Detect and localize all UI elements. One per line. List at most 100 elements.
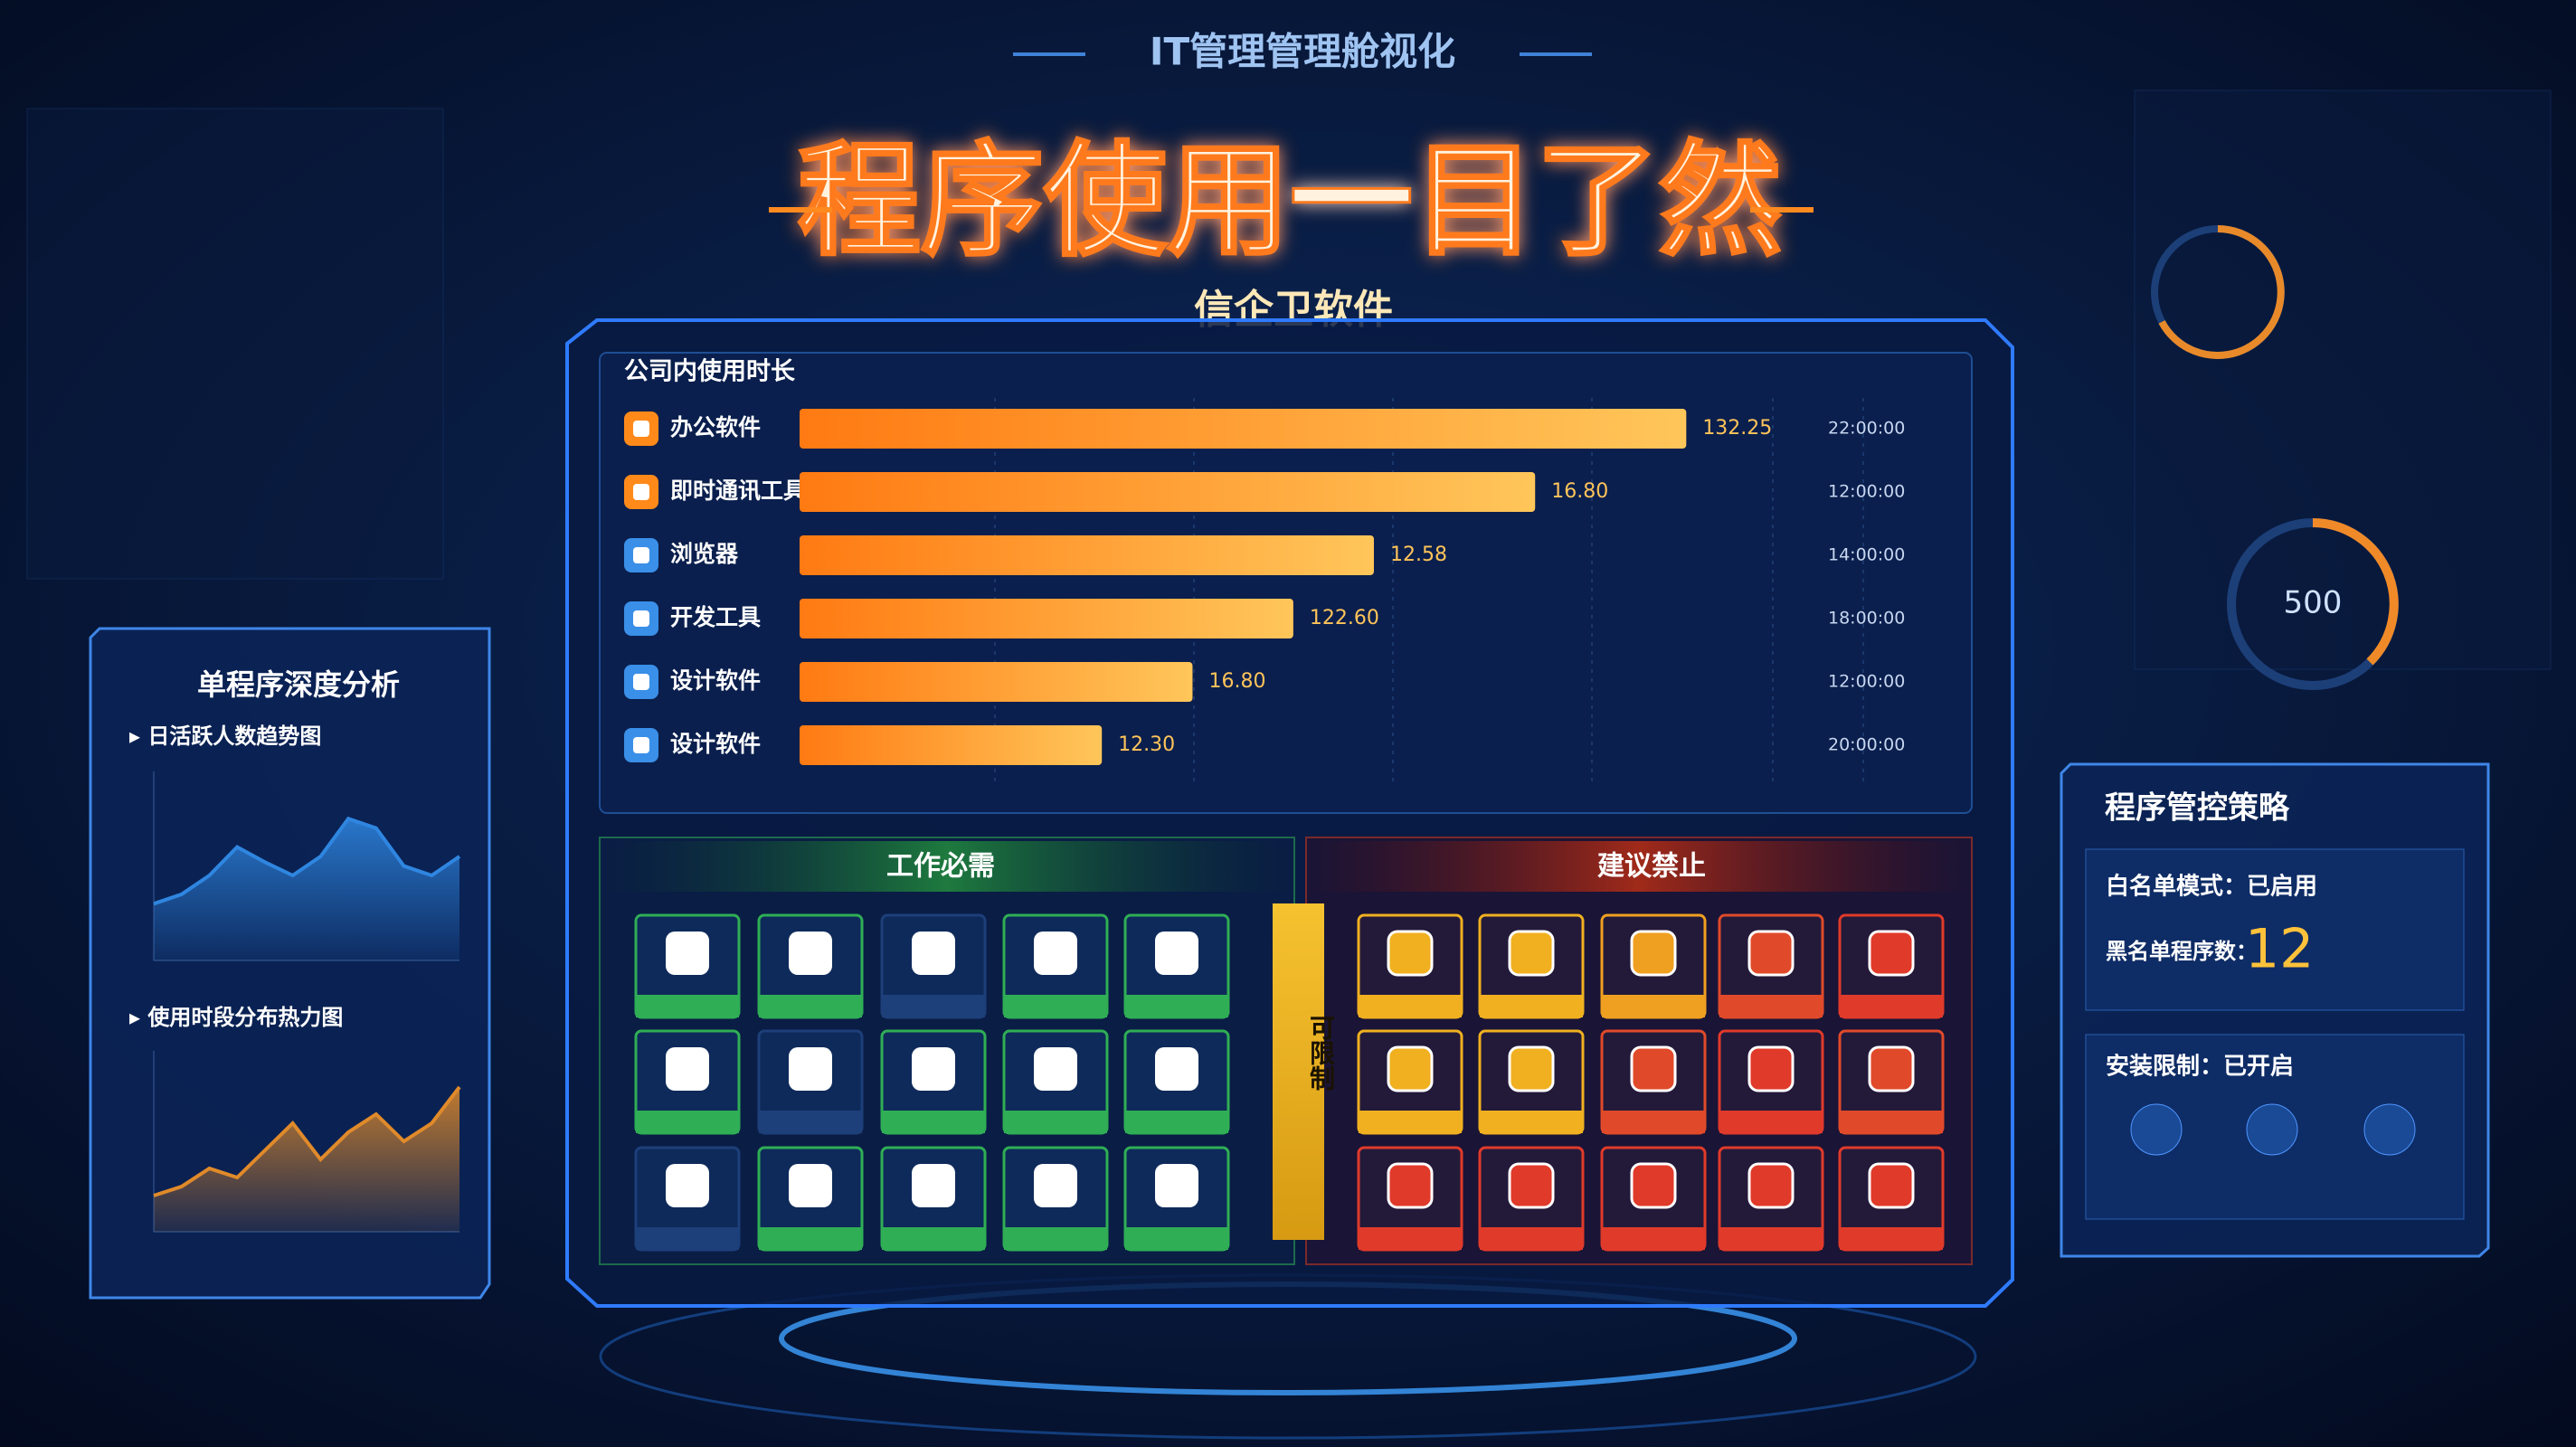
tile-icon <box>1747 1045 1795 1092</box>
time-label: 12:00:00 <box>1828 672 1905 692</box>
policy-icons <box>2130 1103 2416 1156</box>
tile-icon <box>1508 930 1555 977</box>
trend-title-text: 日活跃人数趋势图 <box>147 724 321 749</box>
policy-icon[interactable] <box>2363 1103 2416 1156</box>
block-title: 建议禁止 <box>1597 851 1706 883</box>
tile-footer <box>882 1227 985 1250</box>
whitelist: 白名单模式：已启用 <box>2106 873 2317 901</box>
category-label: 即时通讯工具 <box>670 478 806 504</box>
time-label: 20:00:00 <box>1828 735 1905 755</box>
tile-icon <box>1868 930 1915 977</box>
side-panel <box>2134 90 2552 670</box>
tile-icon <box>666 1047 709 1091</box>
time-label: 12:00:00 <box>1828 482 1905 502</box>
tile-footer <box>1359 995 1462 1017</box>
limit-strip <box>1273 903 1324 1240</box>
tile-icon <box>1034 1164 1077 1207</box>
category-label: 办公软件 <box>670 414 761 440</box>
tile-footer <box>759 1111 862 1133</box>
bar[interactable] <box>800 725 1103 765</box>
tile-icon <box>1630 1162 1677 1209</box>
heat-title: ▸ 使用时段分布热力图 <box>129 1005 343 1030</box>
tile-footer <box>1840 995 1943 1017</box>
bar[interactable] <box>800 535 1374 575</box>
tile-footer <box>1359 1111 1462 1133</box>
tile-footer <box>882 995 985 1017</box>
trend-title: ▸ 日活跃人数趋势图 <box>129 724 321 749</box>
tile-icon <box>1387 930 1434 977</box>
tile-icon <box>789 1164 832 1207</box>
tile-footer <box>1359 1227 1462 1250</box>
area-line <box>153 1085 461 1197</box>
category-label: 设计软件 <box>670 667 761 694</box>
tile-icon <box>1747 1162 1795 1209</box>
work-header <box>600 841 1294 892</box>
time-label: 22:00:00 <box>1828 419 1905 439</box>
gauge-arc <box>2312 518 2399 666</box>
tile-icon <box>1868 1045 1915 1092</box>
block-header <box>1306 841 1972 892</box>
tile-icon <box>912 1047 955 1091</box>
row-icon-glyph <box>633 610 649 627</box>
usage-chart: 办公软件 132.25 22:00:00 即时通讯工具 16.80 12:00:00 浏览器… <box>624 398 1905 787</box>
tile-icon <box>1387 1162 1434 1209</box>
tile-icon <box>1508 1162 1555 1209</box>
tile-footer <box>636 1111 739 1133</box>
tile-footer <box>1004 1111 1107 1133</box>
main-title: 程序使用一目了然 <box>798 130 1782 273</box>
bar[interactable] <box>800 599 1293 638</box>
tile-icon <box>789 1047 832 1091</box>
time-label: 14:00:00 <box>1828 545 1905 565</box>
tile-footer <box>1719 1111 1823 1133</box>
tile-footer <box>1480 1227 1583 1250</box>
blacklist-count: 12 <box>2245 918 2314 981</box>
tile-footer <box>1125 995 1228 1017</box>
area <box>154 818 459 960</box>
tile-footer <box>1719 1227 1823 1250</box>
tile-footer <box>1719 995 1823 1017</box>
tile-icon <box>912 1164 955 1207</box>
tile-footer <box>1602 1227 1705 1250</box>
side-panel <box>26 108 444 580</box>
bar[interactable] <box>800 409 1687 449</box>
ring-arc <box>2158 225 2285 359</box>
bar[interactable] <box>800 662 1193 702</box>
area-charts <box>153 771 461 1233</box>
time-label: 18:00:00 <box>1828 609 1905 629</box>
bar-text: 132.25 <box>1702 417 1772 440</box>
tile-footer <box>1840 1227 1943 1250</box>
tile-footer <box>1840 1111 1943 1133</box>
gauge-value: 500 <box>2284 585 2343 621</box>
category-label: 设计软件 <box>670 731 761 757</box>
tile-footer <box>1004 1227 1107 1250</box>
policy-icon[interactable] <box>2246 1103 2298 1156</box>
tile-icon <box>1630 930 1677 977</box>
tile-icon <box>1034 1047 1077 1091</box>
tile-footer <box>1480 995 1583 1017</box>
tile-footer <box>759 1227 862 1250</box>
tile-footer <box>759 995 862 1017</box>
bar[interactable] <box>800 472 1536 512</box>
tile-icon <box>1868 1162 1915 1209</box>
right-title: 程序管控策略 <box>2105 790 2290 827</box>
tile-icon <box>1155 1047 1198 1091</box>
area-line <box>153 816 461 906</box>
tile-icon <box>789 932 832 975</box>
chart-title: 公司内使用时长 <box>624 358 796 386</box>
blacklist-label: 黑名单程序数： <box>2106 939 2258 964</box>
bar-text: 12.58 <box>1390 544 1447 566</box>
tile-icon <box>1155 932 1198 975</box>
tile-footer <box>1004 995 1107 1017</box>
policy-icon[interactable] <box>2130 1103 2183 1156</box>
install: 安装限制：已开启 <box>2106 1053 2294 1081</box>
tile-footer <box>1602 1111 1705 1133</box>
bar-text: 12.30 <box>1118 733 1175 756</box>
tile-icon <box>666 932 709 975</box>
row-icon-glyph <box>633 421 649 437</box>
tile-icon <box>1747 930 1795 977</box>
tile-footer <box>1602 995 1705 1017</box>
row-icon-glyph <box>633 484 649 500</box>
tile-icon <box>1155 1164 1198 1207</box>
tile-footer <box>636 1227 739 1250</box>
